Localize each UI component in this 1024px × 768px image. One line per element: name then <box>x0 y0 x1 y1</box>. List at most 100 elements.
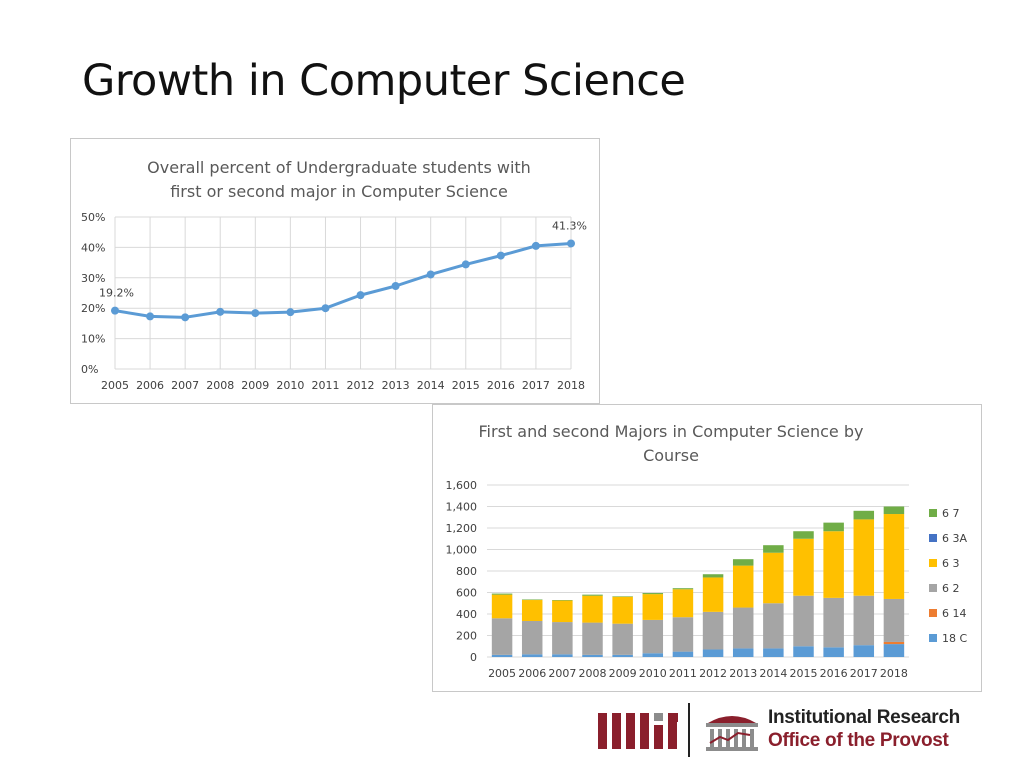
bar-segment-63 <box>672 589 694 618</box>
x-tick-label: 2008 <box>579 667 607 680</box>
data-point <box>251 309 260 318</box>
data-point <box>111 306 119 315</box>
x-tick-label: 2017 <box>522 379 550 392</box>
data-point <box>181 313 190 322</box>
data-point <box>216 307 225 316</box>
legend-label: 6 3A <box>942 532 967 545</box>
y-tick-label: 1,200 <box>446 522 478 535</box>
bar-segment-62 <box>763 603 784 649</box>
x-tick-label: 2014 <box>417 379 445 392</box>
legend-label: 6 14 <box>942 607 967 620</box>
percent-line-chart: Overall percent of Undergraduate student… <box>70 138 600 404</box>
bar-segment-18c <box>642 653 664 657</box>
x-tick-label: 2007 <box>548 667 576 680</box>
bar-segment-67 <box>793 531 814 539</box>
legend-swatch <box>929 584 937 592</box>
legend-swatch <box>929 534 937 542</box>
y-tick-label: 50% <box>81 211 105 224</box>
series-line <box>114 241 572 319</box>
legend-label: 6 3 <box>942 557 960 570</box>
bar-segment-18c <box>612 654 633 657</box>
bar-segment-18c <box>793 646 814 657</box>
bar-segment-62 <box>853 595 875 646</box>
x-tick-label: 2015 <box>790 667 818 680</box>
y-tick-label: 1,600 <box>446 479 478 492</box>
y-tick-label: 20% <box>81 302 105 315</box>
data-point <box>321 304 330 313</box>
y-tick-label: 800 <box>456 565 477 578</box>
bar-segment-18c <box>732 648 754 657</box>
bar-segment-67 <box>521 599 543 601</box>
x-tick-label: 2009 <box>241 379 269 392</box>
office-of-provost-label: Office of the Provost <box>768 730 949 751</box>
legend-label: 6 2 <box>942 582 960 595</box>
y-tick-label: 0% <box>81 363 98 376</box>
data-point <box>567 239 575 248</box>
chart-title-line: Course <box>643 446 699 465</box>
bar-segment-18c <box>763 648 784 657</box>
chart-title-line: First and second Majors in Computer Scie… <box>479 422 864 441</box>
bar-segment-18c <box>883 644 905 657</box>
data-point <box>146 312 155 321</box>
bar-segment-63 <box>582 595 603 623</box>
percent-line-chart-svg: Overall percent of Undergraduate student… <box>81 158 587 392</box>
bar-segment-63 <box>552 600 573 623</box>
x-tick-label: 2016 <box>820 667 848 680</box>
logo-divider <box>688 703 690 757</box>
bar-segment-62 <box>552 622 573 655</box>
bar-segment-18c <box>552 654 573 657</box>
chart-title-line: first or second major in Computer Scienc… <box>170 182 508 201</box>
bar-segment-62 <box>672 617 694 652</box>
bar-segment-62 <box>883 598 905 642</box>
x-tick-label: 2012 <box>699 667 727 680</box>
bar-segment-67 <box>552 600 573 601</box>
institutional-research-label: Institutional Research <box>768 707 960 728</box>
bar-segment-62 <box>521 620 543 655</box>
y-tick-label: 600 <box>456 587 477 600</box>
legend-label: 6 7 <box>942 507 960 520</box>
bar-segment-67 <box>853 510 875 520</box>
x-tick-label: 2005 <box>488 667 516 680</box>
y-tick-label: 400 <box>456 608 477 621</box>
x-tick-label: 2012 <box>347 379 375 392</box>
bar-segment-63 <box>642 594 664 620</box>
y-tick-label: 30% <box>81 272 105 285</box>
x-tick-label: 2013 <box>382 379 410 392</box>
x-tick-label: 2013 <box>729 667 757 680</box>
x-tick-label: 2006 <box>518 667 546 680</box>
bar-segment-63 <box>491 594 513 619</box>
data-point <box>461 260 470 269</box>
bar-segment-62 <box>793 595 814 647</box>
bar-segment-63 <box>763 552 784 604</box>
bar-segment-67 <box>883 506 905 515</box>
bar-segment-18c <box>582 654 603 657</box>
bar-segment-67 <box>612 596 633 597</box>
data-point <box>391 282 400 291</box>
data-point <box>496 251 505 260</box>
bar-segment-63 <box>883 514 905 599</box>
chart-title-line: Overall percent of Undergraduate student… <box>147 158 531 177</box>
building-icon <box>706 716 758 751</box>
x-tick-label: 2006 <box>136 379 164 392</box>
x-tick-label: 2005 <box>101 379 129 392</box>
x-tick-label: 2011 <box>311 379 339 392</box>
bar-segment-62 <box>582 622 603 655</box>
y-tick-label: 1,000 <box>446 544 478 557</box>
bar-segment-67 <box>763 545 784 553</box>
legend-swatch <box>929 634 937 642</box>
bar-segment-67 <box>642 593 664 595</box>
data-point <box>356 291 365 300</box>
bar-segment-63 <box>732 565 754 608</box>
data-point <box>531 241 540 250</box>
bar-segment-63 <box>823 531 844 598</box>
bar-segment-62 <box>732 607 754 649</box>
y-tick-label: 10% <box>81 333 105 346</box>
data-point <box>286 308 295 317</box>
bar-segment-18c <box>672 651 694 657</box>
majors-stacked-bar-chart: First and second Majors in Computer Scie… <box>432 404 982 692</box>
legend-swatch <box>929 559 937 567</box>
bar-segment-67 <box>672 588 694 590</box>
bar-segment-614 <box>883 641 905 645</box>
bar-segment-18c <box>491 654 513 657</box>
slide-title: Growth in Computer Science <box>82 56 686 106</box>
